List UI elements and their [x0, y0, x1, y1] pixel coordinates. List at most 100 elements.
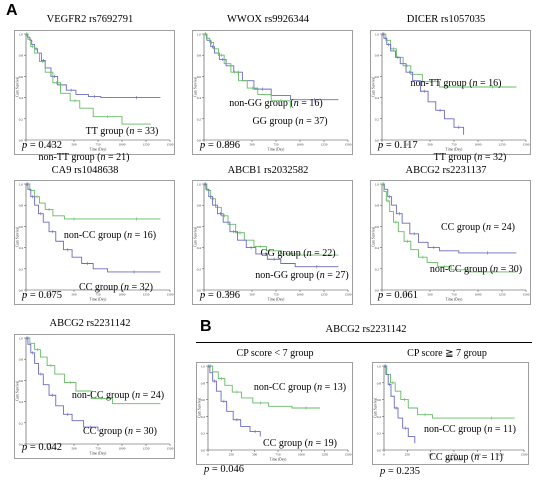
y-tick-label: 1.0	[197, 183, 202, 187]
series-line-blue	[208, 365, 261, 437]
x-tick-label: 1500	[521, 453, 528, 457]
y-tick-label: 0.2	[375, 117, 380, 121]
p-value: p = 0.235	[379, 466, 420, 477]
y-tick-label: 0.6	[201, 398, 206, 402]
x-tick-label: 1000	[297, 293, 304, 297]
y-tick-label: 0.4	[197, 246, 202, 250]
series-label: TT group (n = 33)	[86, 126, 159, 137]
series-label: CC group (n = 30)	[83, 426, 157, 437]
x-tick-label: 0	[25, 447, 27, 451]
y-tick-label: 0.4	[19, 246, 24, 250]
y-tick-label: 0.6	[377, 398, 382, 402]
y-tick-label: 1.0	[19, 337, 24, 341]
x-tick-label: 0	[381, 293, 383, 297]
series-label: CC group (n = 32)	[79, 282, 153, 293]
series-label: non-CC group (n = 13)	[254, 382, 346, 393]
y-tick-label: 0.2	[375, 267, 380, 271]
x-axis-label: Time (Day)	[90, 298, 108, 302]
y-tick-label: 0.2	[197, 117, 202, 121]
p-value: p = 0.432	[21, 140, 62, 151]
x-tick-label: 750	[95, 447, 100, 451]
x-tick-label: 250	[225, 143, 230, 147]
y-tick-label: 0.6	[375, 225, 380, 229]
y-tick-label: 0.4	[375, 246, 380, 250]
series-label: TT group (n = 32)	[434, 152, 507, 163]
series-line-green	[204, 183, 339, 256]
x-tick-label: 750	[451, 143, 456, 147]
series-label: non-GG group (n = 16)	[229, 98, 322, 109]
x-tick-label: 1500	[167, 447, 174, 451]
y-tick-label: 0.2	[19, 421, 24, 425]
panel-a-letter: A	[6, 2, 18, 19]
p-value: p = 0.896	[199, 140, 240, 151]
x-tick-label: 1000	[475, 293, 482, 297]
p-value: p = 0.117	[377, 140, 418, 151]
x-tick-label: 1000	[119, 447, 126, 451]
x-tick-label: 500	[252, 453, 257, 457]
x-axis-label: Time (Day)	[446, 458, 464, 462]
series-line-green	[26, 183, 161, 220]
km-chart-cp-high: 0.0 0.2 0.4 0.6 0.8 1.0 0 250 500 750 1000 1250 1500…	[372, 362, 529, 477]
y-tick-label: 0.6	[19, 75, 24, 79]
series-label: GG group (n = 22)	[260, 248, 335, 259]
x-tick-label: 500	[249, 293, 254, 297]
y-tick-label: 0.0	[201, 449, 206, 453]
chart-frame	[14, 334, 175, 459]
y-axis-label: Cum Survival	[16, 227, 20, 247]
km-chart-ca9: 0.0 0.2 0.4 0.6 0.8 1.0 0 250 500 750 1000 1250 1500…	[14, 180, 175, 305]
y-tick-label: 0.6	[19, 379, 24, 383]
series-label: GG group (n = 37)	[252, 116, 327, 127]
chart-frame	[370, 30, 531, 155]
series-line-blue	[382, 33, 465, 135]
y-tick-label: 0.0	[19, 443, 24, 447]
y-tick-label: 0.8	[377, 381, 382, 385]
x-axis-label: Time (Day)	[446, 298, 464, 302]
y-tick-label: 0.8	[19, 204, 24, 208]
x-tick-label: 750	[275, 453, 280, 457]
x-tick-label: 1500	[345, 293, 352, 297]
series-label: non-CC group (n = 24)	[72, 390, 164, 401]
series-label: CC group (n = 11)	[429, 452, 503, 463]
y-tick-label: 0.2	[19, 267, 24, 271]
y-tick-label: 0.4	[377, 415, 382, 419]
x-tick-label: 0	[203, 143, 205, 147]
x-tick-label: 1500	[345, 453, 352, 457]
x-tick-label: 0	[25, 143, 27, 147]
y-tick-label: 0.8	[375, 204, 380, 208]
y-tick-label: 0.8	[197, 54, 202, 58]
km-chart-abcg2-137: 0.0 0.2 0.4 0.6 0.8 1.0 0 250 500 750 1000 1250 1500…	[370, 180, 531, 305]
series-label: non-CC group (n = 30)	[430, 264, 522, 275]
x-tick-label: 1250	[321, 453, 328, 457]
series-label: non-CC group (n = 11)	[424, 424, 516, 435]
y-tick-label: 0.4	[197, 96, 202, 100]
x-tick-label: 250	[229, 453, 234, 457]
y-tick-label: 1.0	[19, 183, 24, 187]
chart-title-abcb1: ABCB1 rs2032582	[227, 165, 309, 176]
p-value: p = 0.042	[21, 442, 62, 453]
series-label: non-TT group (n = 21)	[38, 152, 129, 163]
y-tick-label: 0.4	[19, 96, 24, 100]
km-chart-vegfr2: 0.0 0.2 0.4 0.6 0.8 1.0 0 250 500 750 1000 1250 1500…	[14, 30, 175, 163]
y-axis-label: Cum Survival	[194, 227, 198, 247]
y-tick-label: 1.0	[19, 33, 24, 37]
x-tick-label: 0	[381, 143, 383, 147]
x-tick-label: 250	[405, 453, 410, 457]
y-tick-label: 0.0	[375, 139, 380, 143]
x-tick-label: 1250	[143, 293, 150, 297]
x-tick-label: 500	[71, 447, 76, 451]
x-tick-label: 750	[451, 293, 456, 297]
x-axis-label: Time (Day)	[90, 452, 108, 456]
x-tick-label: 500	[249, 143, 254, 147]
chart-frame	[372, 362, 529, 465]
y-tick-label: 0.4	[375, 96, 380, 100]
x-tick-label: 1500	[167, 143, 174, 147]
chart-frame	[192, 30, 353, 155]
series-label: non-CC group (n = 16)	[64, 230, 156, 241]
x-tick-label: 500	[427, 293, 432, 297]
series-line-blue	[204, 33, 339, 101]
y-tick-label: 1.0	[197, 33, 202, 37]
series-line-green	[26, 33, 151, 125]
chart-title-ca9: CA9 rs1048638	[51, 165, 119, 176]
y-tick-label: 0.2	[201, 432, 206, 436]
y-tick-label: 0.0	[197, 139, 202, 143]
